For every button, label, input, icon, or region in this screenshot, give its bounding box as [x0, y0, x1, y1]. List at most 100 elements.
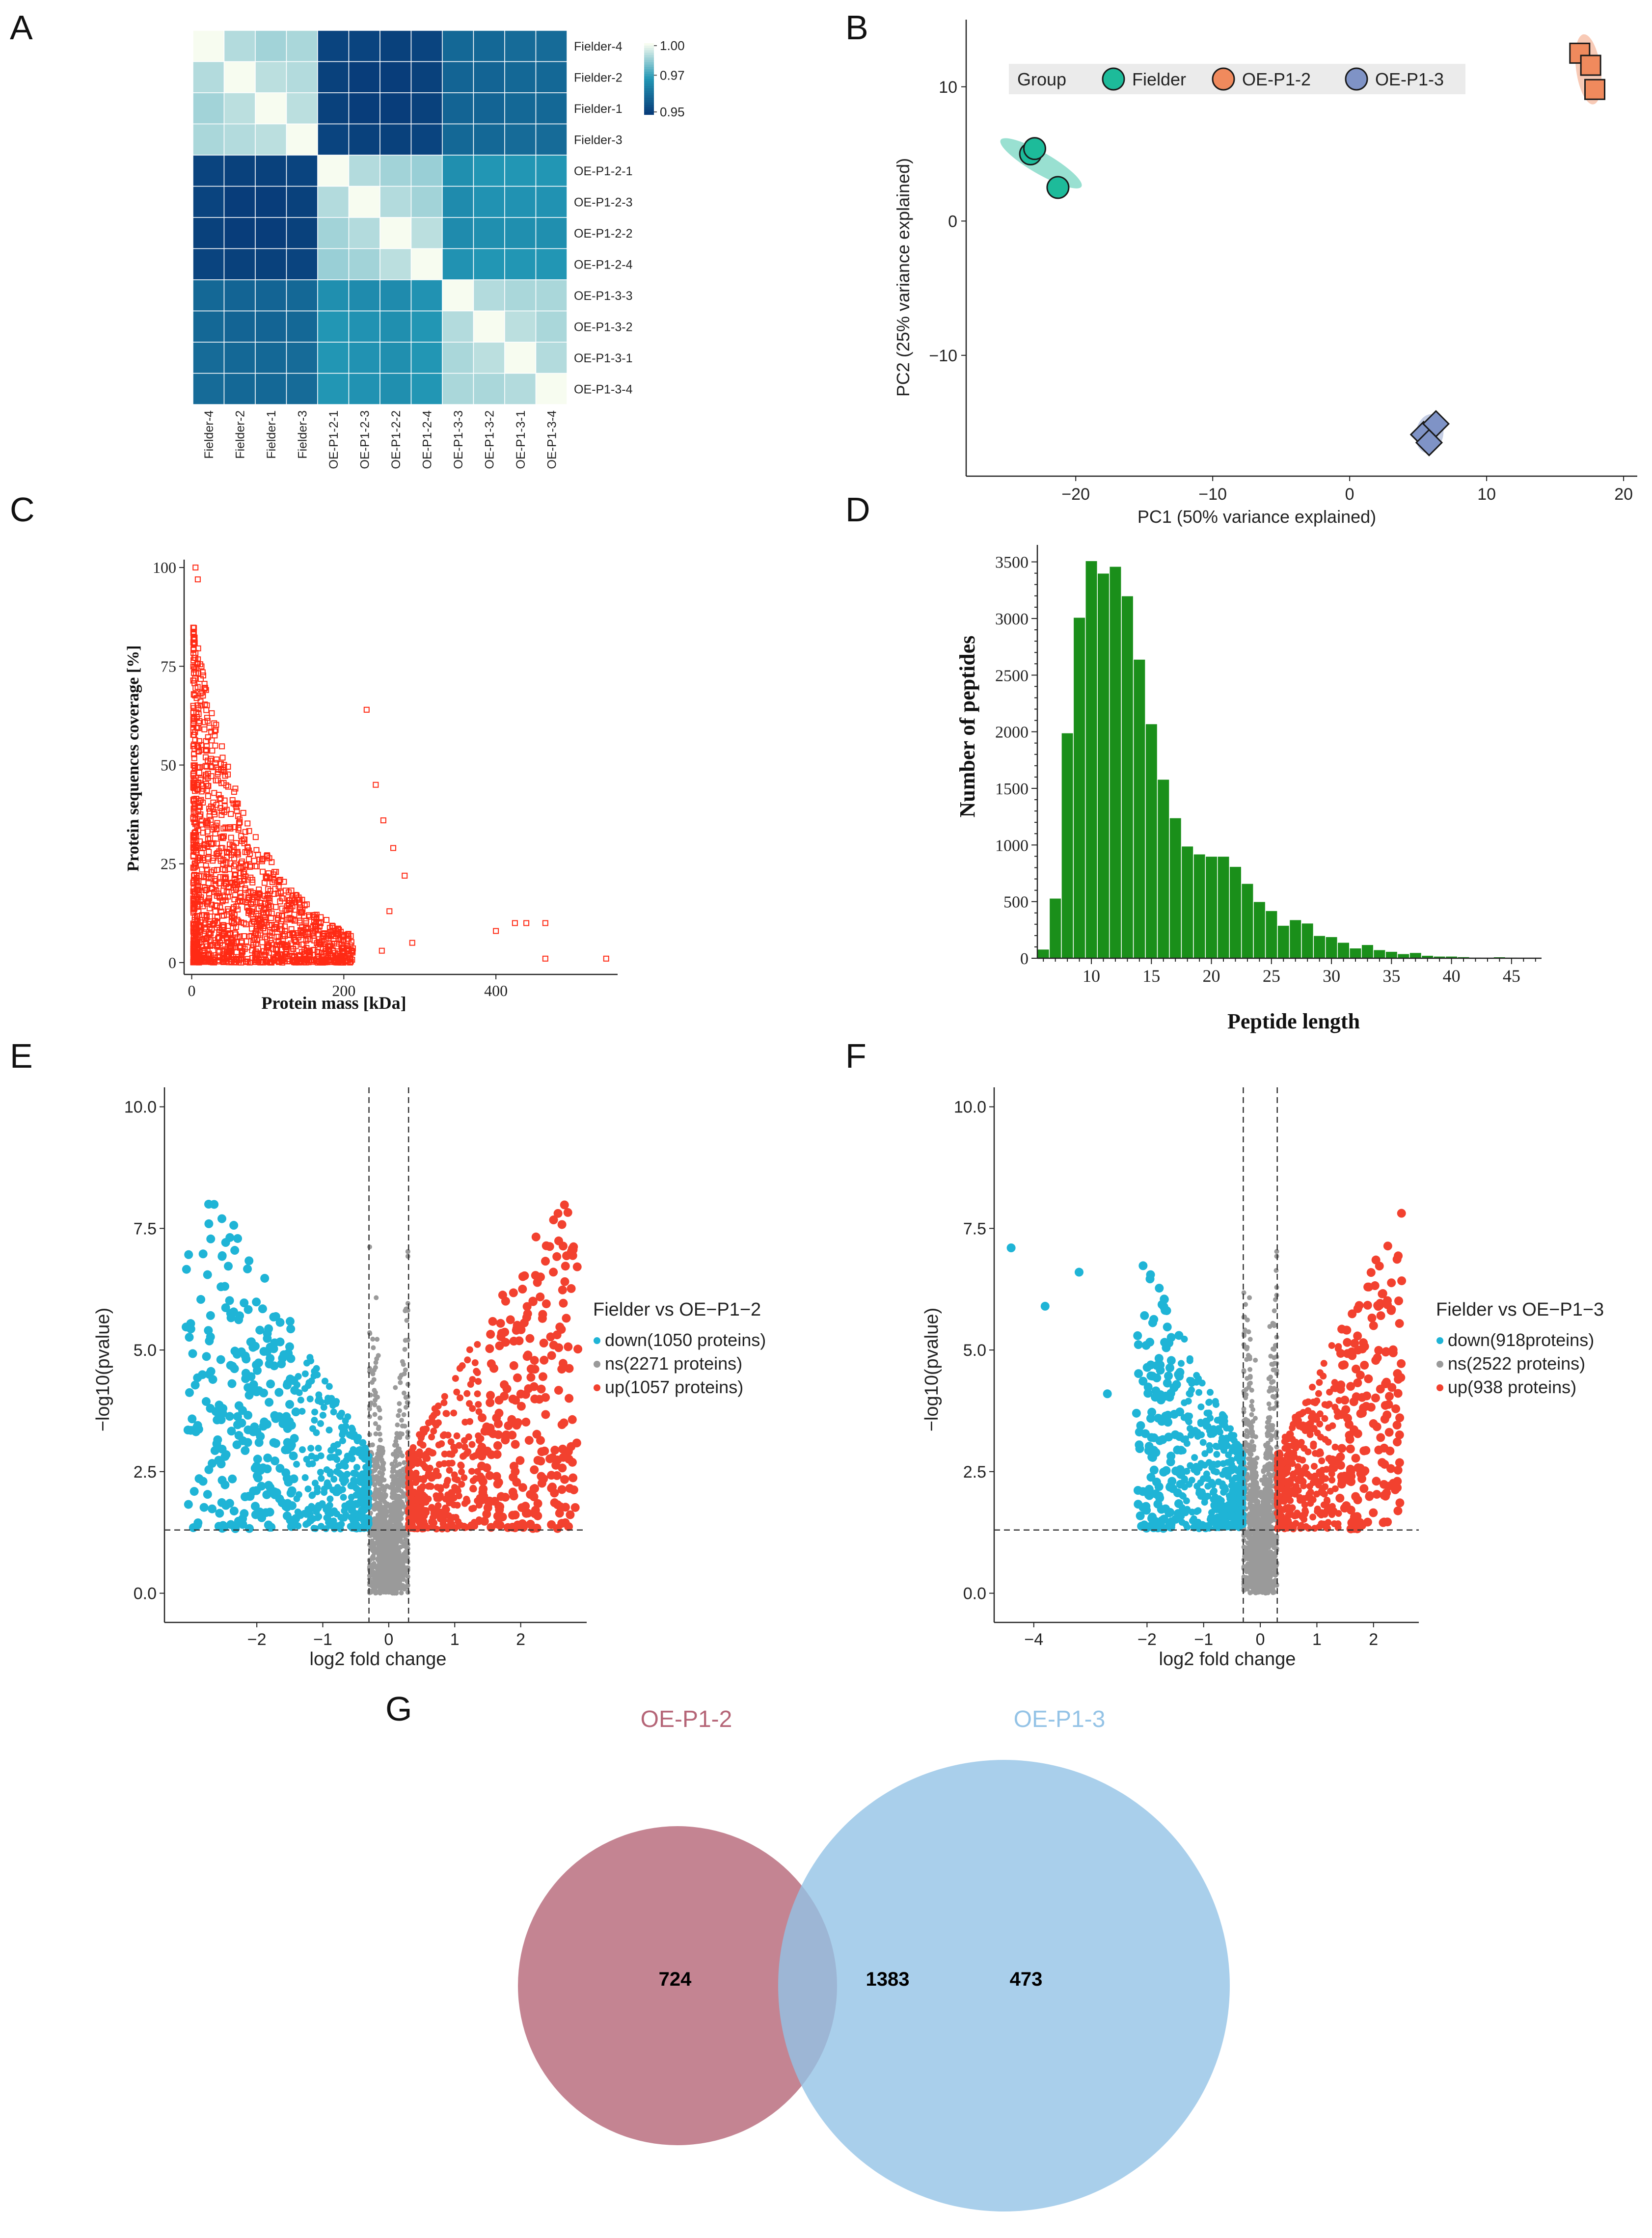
heatmap-cell — [504, 373, 537, 405]
volcano-point-down — [325, 1516, 332, 1523]
volcano-point-ns — [379, 1575, 384, 1580]
volcano-point-down — [293, 1495, 300, 1502]
volcano-point-down — [293, 1460, 300, 1468]
volcano-point-ns — [405, 1400, 410, 1405]
volcano-point-down — [291, 1407, 300, 1417]
volcano-legend-key — [594, 1361, 600, 1368]
volcano-point-down — [263, 1453, 272, 1462]
volcano-point-up — [568, 1457, 577, 1467]
volcano-point-up — [549, 1267, 558, 1277]
coverage-point — [319, 959, 325, 966]
heatmap-col-label: OE-P1-2-4 — [420, 410, 434, 469]
coverage-point — [265, 894, 271, 901]
volcano-point-up — [440, 1517, 447, 1524]
volcano-point-down — [350, 1509, 357, 1516]
heatmap-cell — [379, 186, 412, 218]
coverage-point — [207, 956, 213, 962]
volcano-point-up — [537, 1384, 546, 1394]
volcano-point-up — [446, 1499, 453, 1507]
coverage-point — [194, 904, 200, 910]
volcano-point-down — [325, 1383, 333, 1390]
coverage-point — [190, 647, 196, 653]
volcano-point-down — [334, 1522, 342, 1529]
volcano-point-ns — [396, 1413, 401, 1418]
coverage-point — [212, 902, 218, 909]
volcano-point-up — [506, 1315, 515, 1324]
volcano-point-ns — [403, 1367, 408, 1373]
coverage-point — [291, 931, 297, 938]
volcano-point-down — [325, 1427, 333, 1434]
coverage-point — [237, 933, 243, 940]
heatmap-cell — [379, 310, 412, 343]
peptide-bar — [1109, 566, 1122, 959]
coverage-point — [243, 899, 249, 905]
volcano-point-ns — [395, 1537, 401, 1542]
heatmap-cell — [504, 342, 537, 374]
volcano-point-down — [353, 1464, 360, 1471]
colorbar-step — [644, 57, 654, 60]
volcano-point-down — [309, 1460, 316, 1467]
heatmap-row-label: Fielder-1 — [574, 102, 623, 116]
peptide-bar — [1337, 942, 1350, 959]
peptide-x-tick-label: 35 — [1382, 966, 1400, 986]
coverage-point — [329, 922, 335, 929]
coverage-point — [291, 953, 298, 959]
volcano-point-up — [463, 1390, 471, 1397]
heatmap-cell — [317, 155, 350, 187]
coverage-point — [211, 867, 217, 873]
coverage-point — [209, 710, 215, 716]
peptide-bar — [1397, 953, 1410, 959]
colorbar-step — [644, 100, 654, 103]
pca-point-oe-p1-2 — [1584, 79, 1606, 100]
coverage-point — [227, 860, 233, 866]
coverage-point — [255, 852, 261, 858]
volcano-point-down — [270, 1488, 279, 1498]
heatmap-cell — [410, 248, 443, 280]
volcano-point-up — [478, 1413, 487, 1423]
volcano-point-up — [568, 1415, 577, 1424]
volcano-point-up — [567, 1284, 576, 1293]
heatmap-cell — [223, 61, 256, 93]
volcano-point-down — [243, 1264, 252, 1273]
panel-label-b: B — [845, 8, 868, 47]
peptide-x-tick-label: 40 — [1443, 966, 1461, 986]
heatmap-cell — [223, 123, 256, 156]
heatmap-row-label: OE-P1-3-1 — [574, 351, 632, 365]
volcano-point-down — [275, 1318, 285, 1327]
coverage-point — [205, 836, 211, 842]
volcano-point-down — [315, 1502, 322, 1509]
peptide-axes: 10 15 20 25 30 35 40 45050010001500200025003000… — [995, 545, 1542, 986]
volcano-point-ns — [396, 1525, 401, 1530]
volcano-point-up — [501, 1492, 510, 1502]
heatmap-cell — [317, 30, 350, 62]
coverage-point — [259, 868, 266, 875]
coverage-point — [190, 641, 197, 647]
heatmap-cell — [192, 248, 225, 280]
volcano-point-ns — [400, 1359, 405, 1364]
coverage-point — [213, 851, 219, 857]
volcano-point-up — [551, 1460, 561, 1470]
coverage-point — [191, 917, 198, 923]
volcano-point-up — [478, 1488, 487, 1497]
coverage-point — [291, 937, 298, 944]
coverage-point — [315, 927, 322, 934]
coverage-point — [276, 912, 282, 918]
volcano-point-up — [495, 1341, 504, 1350]
volcano-point-ns — [373, 1431, 379, 1436]
coverage-point — [231, 896, 238, 903]
volcano-point-ns — [397, 1495, 402, 1501]
volcano-point-ns — [367, 1330, 372, 1335]
volcano-point-up — [486, 1391, 495, 1400]
volcano-point-down — [184, 1250, 193, 1259]
coverage-point — [190, 814, 196, 821]
volcano-point-up — [523, 1509, 533, 1518]
volcano-point-down — [321, 1377, 328, 1385]
volcano-point-down — [295, 1373, 302, 1380]
heatmap-cell — [317, 61, 350, 93]
volcano-point-down — [208, 1375, 217, 1384]
coverage-point — [215, 850, 221, 856]
heatmap-cell — [348, 248, 380, 280]
heatmap-col-label: Fielder-3 — [296, 410, 309, 459]
volcano-point-up — [469, 1376, 476, 1383]
coverage-point — [190, 837, 196, 843]
